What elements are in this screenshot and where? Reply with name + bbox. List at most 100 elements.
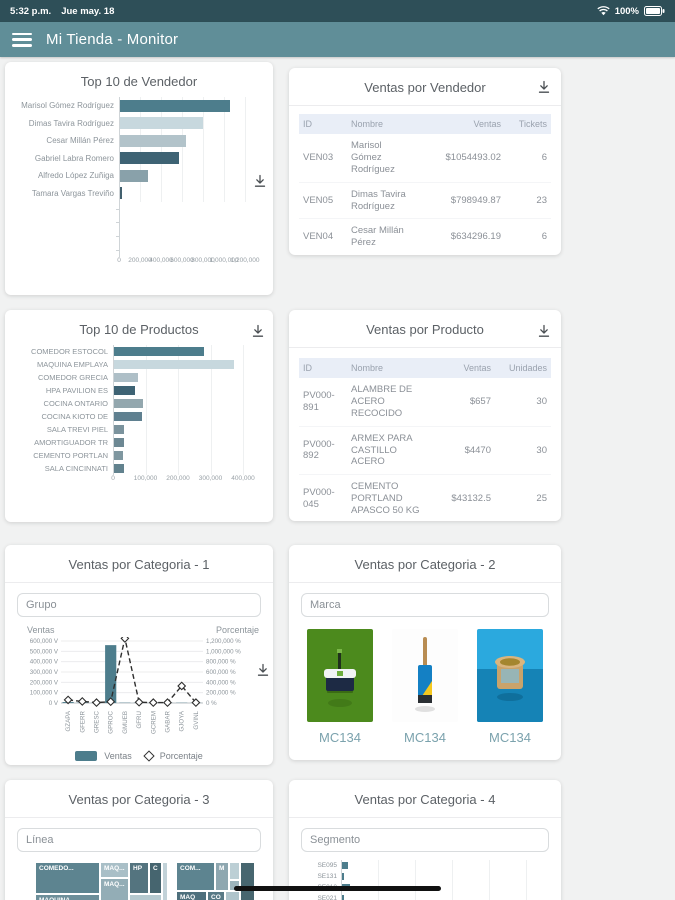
y-axis	[113, 345, 114, 358]
porcentaje-marker	[106, 697, 116, 707]
home-indicator[interactable]	[234, 886, 441, 891]
card-top-10-vendedor: Top 10 de Vendedor Marisol Gómez Rodrígu…	[5, 62, 273, 295]
treemap-cell[interactable]	[240, 862, 255, 900]
treemap-cell[interactable]	[129, 894, 162, 900]
gridline	[145, 384, 147, 397]
bar-category-label: Cesar Millán Pérez	[46, 136, 114, 146]
bar-row-empty	[13, 215, 245, 230]
treemap-cell[interactable]: MAQ...	[100, 878, 129, 900]
gridline	[182, 184, 183, 202]
treemap-cell[interactable]: COM...	[176, 862, 215, 891]
bar-row-empty	[13, 242, 245, 257]
gridline	[145, 436, 147, 449]
table-cell: $634296.19	[415, 218, 505, 255]
treemap-cell[interactable]: MAQUINA	[35, 894, 100, 900]
bar	[113, 399, 143, 408]
card-ventas-por-vendedor: Ventas por Vendedor ID Nombre Ventas Ticket…	[289, 68, 561, 255]
treemap-cell[interactable]: MAQ...	[100, 862, 129, 878]
bar-category-label: COMEDOR ESTOCOL	[31, 347, 108, 356]
treemap-cell[interactable]	[229, 862, 240, 880]
table-header-cell: Nombre	[347, 358, 429, 378]
table-row: VEN03 Marisol Gómez Rodríguez $1054493.02 6	[299, 134, 551, 183]
bar-track	[113, 384, 244, 397]
gridline	[243, 462, 244, 475]
bar-row: SE095	[295, 860, 547, 871]
svg-text:0 V: 0 V	[49, 700, 59, 707]
gridline	[243, 449, 244, 462]
svg-text:GFERR: GFERR	[79, 710, 86, 732]
table-header-row: ID Nombre Ventas Unidades	[299, 358, 551, 378]
bar-row: Alfredo López Zuñiga	[13, 167, 246, 185]
bar-category-label: Dimas Tavira Rodríguez	[28, 118, 114, 128]
bar-row: Dimas Tavira Rodríguez	[13, 114, 246, 132]
download-icon[interactable]	[537, 324, 551, 338]
treemap-cell[interactable]: COMEDO...	[35, 862, 100, 894]
linea-filter-input[interactable]	[17, 828, 261, 852]
card-top-10-productos: Top 10 de Productos COMEDOR ESTOCOL MAQUI…	[5, 310, 273, 522]
product-image[interactable]	[307, 629, 373, 722]
x-axis-label: 400,000	[149, 256, 173, 264]
treemap-cell[interactable]	[162, 862, 168, 900]
product-image[interactable]	[392, 629, 458, 722]
bar-row: Tamara Vargas Treviño	[13, 184, 246, 202]
gridline	[243, 371, 244, 384]
y-axis	[113, 436, 114, 449]
svg-text:GZAPA: GZAPA	[65, 710, 72, 731]
treemap-cell[interactable]: M	[215, 862, 229, 891]
bar-track	[113, 397, 244, 410]
top-vendedor-bar-chart: Marisol Gómez Rodríguez Dimas Tavira Rodr…	[5, 97, 273, 269]
gridline	[178, 436, 179, 449]
download-icon[interactable]	[256, 663, 270, 677]
y-axis	[119, 149, 120, 167]
bar-row: CEMENTO PORTLAN	[13, 449, 244, 462]
bar-track	[341, 860, 547, 871]
download-icon[interactable]	[537, 80, 551, 94]
marca-filter-input[interactable]	[301, 593, 549, 617]
treemap-cell[interactable]: C	[149, 862, 162, 894]
bar-track	[119, 114, 246, 132]
bar-row: COMEDOR ESTOCOL	[13, 345, 244, 358]
treemap-cell[interactable]: MAQ	[176, 891, 207, 900]
bar	[113, 451, 124, 460]
bar-track	[119, 149, 246, 167]
svg-text:GVINL: GVINL	[193, 710, 200, 729]
treemap-cell[interactable]	[225, 891, 240, 900]
treemap-cell[interactable]: CO	[207, 891, 225, 900]
card-ventas-categoria-2: Ventas por Categoria - 2 MC134 MC134 MC134	[289, 545, 561, 760]
y-axis	[119, 167, 120, 185]
svg-text:GPROC: GPROC	[108, 710, 115, 733]
download-icon[interactable]	[251, 324, 265, 338]
svg-text:1,000,000 %: 1,000,000 %	[206, 648, 241, 655]
svg-text:0 %: 0 %	[206, 700, 217, 707]
product-image[interactable]	[477, 629, 543, 722]
gridline	[145, 449, 147, 462]
bar	[119, 99, 230, 112]
divider	[5, 817, 273, 818]
treemap-cell[interactable]: HP	[129, 862, 149, 894]
svg-text:GFRU: GFRU	[136, 711, 143, 729]
download-icon[interactable]	[253, 174, 267, 188]
battery-icon	[644, 6, 665, 16]
bar	[119, 117, 203, 130]
bar-category-label: AMORTIGUADOR TR	[34, 438, 108, 447]
bar	[119, 134, 186, 147]
y-axis	[119, 132, 120, 150]
gridline	[178, 462, 179, 475]
legend-porcentaje-label: Porcentaje	[159, 751, 203, 761]
bar-row: COCINA KIOTO DE	[13, 410, 244, 423]
categoria3-treemap: COMEDO...MAQ...MAQ...HPC MAQUINA COM...M MA…	[35, 862, 255, 900]
menu-icon[interactable]	[12, 32, 32, 47]
app-bar: Mi Tienda - Monitor	[0, 22, 675, 57]
divider	[289, 347, 561, 348]
grupo-filter-input[interactable]	[17, 593, 261, 617]
porcentaje-marker	[148, 698, 158, 708]
gridline	[245, 97, 246, 115]
table-cell: ARMEX PARA CASTILLO ACERO	[347, 426, 429, 476]
card-ventas-categoria-1: Ventas por Categoria - 1 Ventas Porcenta…	[5, 545, 273, 765]
svg-text:GRESC: GRESC	[94, 710, 101, 733]
x-axis-label: 0	[117, 256, 121, 264]
gridline	[178, 371, 179, 384]
bar	[113, 438, 125, 447]
segmento-filter-input[interactable]	[301, 828, 549, 852]
bar-category-label: MAQUINA EMPLAYA	[37, 360, 108, 369]
